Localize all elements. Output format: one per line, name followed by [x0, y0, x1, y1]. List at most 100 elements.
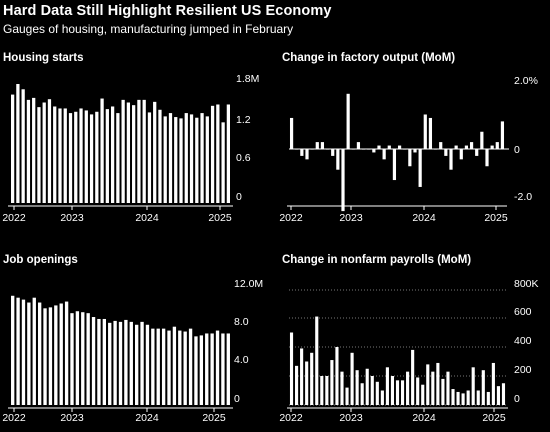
bar-housing-36 — [200, 113, 204, 203]
bar-housing-7 — [47, 99, 52, 203]
bar-payrolls-41 — [496, 386, 500, 405]
bar-factory-5 — [315, 142, 319, 149]
bar-factory-21 — [397, 145, 402, 149]
bar-jobs-17 — [102, 318, 106, 405]
bar-payrolls-22 — [400, 380, 405, 405]
payrolls-y-tick-label: 600 — [514, 306, 532, 318]
bar-jobs-30 — [172, 326, 177, 405]
jobs-y-tick-label: 4.0 — [234, 354, 249, 366]
bar-payrolls-31 — [446, 371, 450, 405]
bar-housing-16 — [95, 111, 99, 203]
bar-factory-24 — [413, 149, 417, 153]
bar-jobs-24 — [140, 321, 144, 405]
bar-jobs-8 — [54, 305, 58, 405]
factory-x-tick-label: 2022 — [279, 212, 303, 224]
bar-payrolls-39 — [486, 391, 490, 405]
payrolls-x-tick-label: 2025 — [482, 412, 506, 424]
bar-jobs-6 — [43, 308, 47, 405]
factory-y-tick-label: -2.0 — [514, 191, 532, 203]
bar-payrolls-29 — [436, 362, 440, 405]
bar-payrolls-10 — [340, 371, 344, 405]
bar-factory-26 — [423, 114, 427, 149]
bar-payrolls-2 — [300, 348, 304, 405]
bar-housing-14 — [84, 110, 88, 203]
bar-factory-16 — [372, 149, 376, 153]
bar-payrolls-3 — [305, 361, 309, 405]
bar-housing-32 — [179, 118, 183, 203]
factory-output-title: Change in factory output (MoM) — [282, 52, 456, 64]
bar-housing-22 — [126, 102, 131, 203]
bar-factory-29 — [439, 142, 443, 149]
bar-housing-4 — [32, 97, 36, 203]
housing-starts-title: Housing starts — [3, 52, 84, 64]
housing-x-tick-label: 2025 — [208, 212, 232, 224]
housing-x-tick-label: 2022 — [2, 212, 26, 224]
bar-payrolls-20 — [390, 376, 395, 405]
bar-jobs-32 — [183, 331, 187, 405]
bar-jobs-25 — [145, 324, 150, 405]
bar-payrolls-18 — [380, 390, 384, 405]
payrolls-y-tick-label: 200 — [514, 364, 532, 376]
bar-jobs-2 — [21, 299, 26, 405]
bar-payrolls-14 — [360, 383, 364, 405]
bar-payrolls-0 — [289, 332, 294, 405]
bar-jobs-10 — [64, 301, 69, 405]
bar-payrolls-4 — [310, 352, 314, 405]
payrolls-y-tick-label: 0 — [514, 393, 520, 405]
housing-y-tick-label: 1.2 — [236, 114, 251, 126]
bar-housing-30 — [168, 113, 173, 203]
payrolls-x-tick-label: 2024 — [412, 412, 436, 424]
bar-factory-39 — [490, 145, 494, 149]
payrolls-x-tick-label: 2022 — [279, 412, 303, 424]
bar-jobs-37 — [210, 333, 214, 405]
bar-jobs-15 — [91, 317, 96, 405]
bar-housing-18 — [105, 109, 109, 203]
bar-jobs-18 — [108, 322, 112, 405]
bar-housing-35 — [195, 117, 199, 203]
payrolls-y-tick-label: 800K — [514, 278, 539, 290]
jobs-x-tick-label: 2022 — [2, 412, 26, 424]
bar-housing-31 — [174, 117, 178, 203]
housing-x-tick-label: 2024 — [135, 212, 159, 224]
bar-payrolls-8 — [330, 360, 334, 405]
bar-payrolls-19 — [385, 367, 389, 405]
bar-factory-0 — [289, 117, 294, 149]
bar-payrolls-23 — [406, 371, 410, 405]
bar-factory-9 — [336, 149, 340, 170]
bar-payrolls-42 — [501, 383, 506, 405]
bar-payrolls-16 — [370, 376, 374, 405]
bar-factory-2 — [300, 149, 304, 156]
factory-x-tick-label: 2023 — [339, 212, 363, 224]
housing-y-tick-label: 1.8M — [236, 73, 259, 85]
bar-factory-30 — [444, 149, 448, 156]
bar-payrolls-35 — [466, 390, 470, 405]
bar-housing-25 — [142, 99, 146, 203]
bar-housing-15 — [89, 114, 94, 203]
bar-payrolls-15 — [365, 368, 369, 405]
bar-factory-40 — [495, 142, 499, 149]
bar-payrolls-13 — [355, 370, 359, 405]
bar-factory-35 — [469, 142, 474, 149]
bar-payrolls-34 — [461, 393, 465, 405]
bar-jobs-26 — [151, 328, 155, 405]
bar-jobs-28 — [161, 328, 166, 405]
bar-jobs-5 — [37, 302, 42, 405]
bar-payrolls-37 — [476, 390, 480, 405]
bar-jobs-9 — [59, 303, 63, 405]
jobs-x-tick-label: 2025 — [202, 412, 226, 424]
bar-payrolls-5 — [315, 316, 319, 405]
bar-jobs-27 — [156, 328, 160, 405]
bar-factory-17 — [377, 145, 381, 149]
bar-payrolls-11 — [345, 387, 349, 405]
bar-factory-27 — [428, 117, 433, 149]
bar-jobs-7 — [48, 307, 53, 405]
bar-housing-39 — [216, 104, 220, 203]
housing-y-tick-label: 0 — [236, 191, 242, 203]
bar-factory-32 — [454, 145, 458, 149]
bar-housing-6 — [42, 102, 46, 203]
bar-payrolls-26 — [421, 384, 425, 405]
bar-factory-33 — [459, 149, 463, 160]
bar-factory-31 — [449, 149, 453, 170]
bar-jobs-14 — [86, 313, 90, 405]
